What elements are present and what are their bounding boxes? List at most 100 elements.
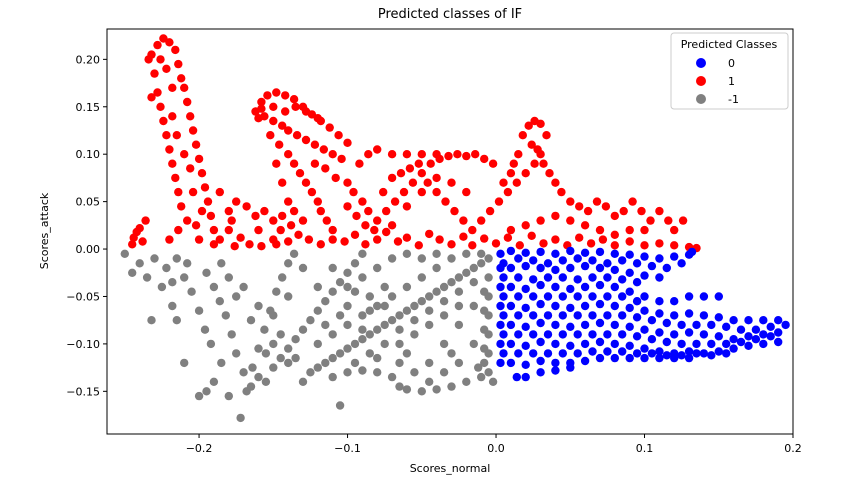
data-point-class-1	[402, 202, 412, 211]
data-point-class-1	[499, 178, 508, 187]
data-point-class--1	[276, 353, 285, 363]
data-point-class-0	[543, 330, 553, 339]
data-point-class--1	[306, 316, 315, 325]
data-point-class-0	[774, 316, 783, 325]
data-point-class-0	[558, 256, 567, 265]
data-point-class-1	[485, 206, 495, 216]
legend-title: Predicted Classes	[681, 38, 778, 51]
data-point-class-0	[729, 335, 738, 344]
data-point-class-1	[370, 225, 379, 235]
data-point-class--1	[227, 330, 236, 339]
data-point-class-0	[751, 325, 761, 334]
data-point-class-1	[350, 230, 360, 239]
data-point-class-0	[551, 339, 560, 349]
data-point-class-1	[286, 221, 296, 230]
data-point-class--1	[358, 325, 367, 334]
data-point-class-1	[200, 183, 210, 192]
data-point-class-1	[592, 197, 602, 206]
data-point-class-1	[275, 140, 284, 149]
data-point-class-0	[759, 339, 768, 349]
data-point-class--1	[488, 377, 498, 386]
data-point-class-1	[242, 202, 251, 211]
data-point-class-1	[545, 169, 554, 178]
data-point-class-1	[373, 216, 382, 225]
data-point-class-0	[521, 341, 530, 350]
data-point-class-0	[496, 320, 505, 330]
data-point-class-0	[640, 306, 649, 315]
data-point-class-1	[186, 164, 195, 173]
data-point-class-1	[236, 233, 245, 242]
data-point-class-1	[586, 239, 596, 248]
data-point-class-1	[224, 206, 233, 216]
data-point-class-0	[647, 261, 657, 271]
data-point-class-0	[514, 254, 523, 263]
legend-label-0: 0	[728, 57, 735, 70]
data-point-class-1	[619, 206, 628, 216]
data-point-class-0	[521, 303, 530, 313]
data-point-class--1	[194, 391, 204, 401]
data-point-class--1	[358, 366, 367, 375]
data-point-class-1	[188, 126, 198, 135]
data-point-class-1	[191, 221, 201, 230]
data-point-class-1	[150, 69, 159, 78]
data-point-class-1	[557, 187, 566, 197]
data-point-class-1	[331, 173, 340, 183]
data-point-class-0	[655, 309, 664, 318]
data-point-class--1	[313, 306, 322, 315]
data-point-class-0	[662, 263, 671, 273]
data-point-class-0	[499, 259, 508, 268]
data-point-class-0	[595, 353, 605, 363]
data-point-class-1	[180, 150, 189, 159]
data-point-class-0	[640, 252, 649, 261]
data-point-class--1	[395, 325, 404, 334]
data-point-class-1	[183, 216, 192, 225]
data-point-class-0	[610, 265, 619, 275]
data-point-class-1	[539, 239, 548, 248]
data-point-class--1	[439, 282, 449, 292]
data-point-class-0	[558, 349, 567, 358]
data-point-class-0	[588, 330, 597, 339]
data-point-class--1	[328, 353, 337, 363]
data-point-class-1	[313, 197, 322, 206]
data-point-class-0	[699, 349, 709, 358]
data-point-class-1	[266, 131, 275, 140]
data-point-class--1	[321, 320, 330, 330]
data-point-class--1	[343, 344, 352, 353]
data-point-class-0	[662, 351, 671, 360]
data-point-class-0	[670, 353, 679, 363]
data-point-class--1	[162, 263, 171, 273]
data-point-class-1	[432, 150, 441, 159]
data-point-class-1	[281, 107, 290, 116]
data-point-class-0	[543, 349, 553, 358]
data-point-class--1	[477, 249, 486, 258]
data-point-class-0	[514, 349, 523, 358]
data-point-class--1	[291, 353, 300, 363]
data-point-class--1	[395, 358, 404, 368]
data-point-class--1	[306, 368, 315, 377]
data-point-class--1	[432, 249, 441, 258]
data-point-class-1	[417, 150, 426, 159]
data-point-class-0	[558, 292, 567, 301]
data-point-class-1	[447, 178, 456, 187]
data-point-class--1	[425, 306, 434, 315]
data-point-class-1	[289, 159, 299, 168]
data-point-class-0	[751, 335, 761, 344]
data-point-class--1	[439, 339, 449, 349]
data-point-class--1	[425, 320, 434, 330]
data-point-class-0	[647, 335, 657, 344]
data-point-class-1	[278, 121, 287, 130]
data-point-class-0	[558, 311, 567, 320]
data-point-class-1	[191, 140, 201, 149]
data-point-class-0	[558, 273, 567, 282]
data-point-class-1	[670, 225, 679, 235]
plot-area	[120, 34, 790, 423]
data-point-class-1	[515, 241, 524, 250]
data-point-class--1	[168, 278, 177, 287]
data-point-class-0	[496, 339, 505, 349]
data-point-class-1	[512, 178, 521, 187]
data-point-class-1	[453, 150, 462, 159]
data-point-class-1	[141, 216, 150, 225]
data-point-class-0	[655, 353, 664, 363]
data-point-class--1	[202, 387, 211, 396]
